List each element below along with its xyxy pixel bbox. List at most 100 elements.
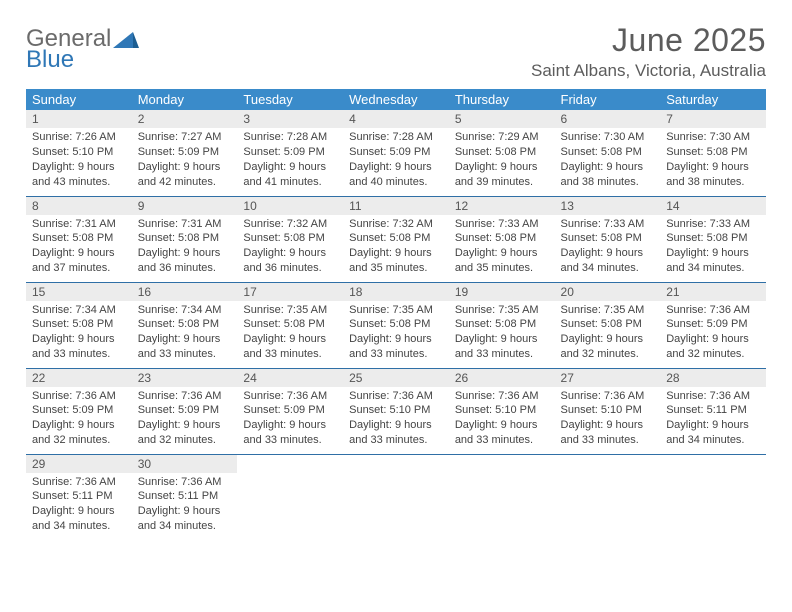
day-details: Sunrise: 7:36 AMSunset: 5:10 PMDaylight:…	[555, 387, 661, 452]
calendar-week-row: 29Sunrise: 7:36 AMSunset: 5:11 PMDayligh…	[26, 454, 766, 540]
day-number: 6	[555, 110, 661, 128]
day-details: Sunrise: 7:31 AMSunset: 5:08 PMDaylight:…	[26, 215, 132, 280]
sunset-line: Sunset: 5:10 PM	[561, 403, 655, 418]
day-details: Sunrise: 7:36 AMSunset: 5:09 PMDaylight:…	[237, 387, 343, 452]
sunset-line: Sunset: 5:09 PM	[666, 317, 760, 332]
day-number: 28	[660, 369, 766, 387]
calendar-day-cell: ..	[555, 454, 661, 540]
sunrise-line: Sunrise: 7:31 AM	[32, 217, 126, 232]
day-details: Sunrise: 7:36 AMSunset: 5:09 PMDaylight:…	[132, 387, 238, 452]
daylight-line: Daylight: 9 hours and 35 minutes.	[455, 246, 549, 276]
day-number: 10	[237, 197, 343, 215]
calendar-week-row: 1 Sunrise: 7:26 AMSunset: 5:10 PM Daylight…	[26, 110, 766, 196]
calendar-day-cell: 22Sunrise: 7:36 AMSunset: 5:09 PMDayligh…	[26, 368, 132, 454]
day-number: 21	[660, 283, 766, 301]
day-details: Sunrise: 7:36 AMSunset: 5:11 PMDaylight:…	[132, 473, 238, 538]
sunrise-line: Sunrise: 7:32 AM	[243, 217, 337, 232]
sunset-line: Sunset: 5:08 PM	[138, 231, 232, 246]
day-number: 22	[26, 369, 132, 387]
sunset-line: Sunset: 5:08 PM	[561, 145, 655, 160]
daylight-line: Daylight: 9 hours and 38 minutes.	[666, 160, 760, 190]
daylight-line: Daylight: 9 hours and 35 minutes.	[349, 246, 443, 276]
day-details: Sunrise: 7:36 AMSunset: 5:11 PMDaylight:…	[26, 473, 132, 538]
calendar-day-cell: 25 Sunrise: 7:36 AMSunset: 5:10 PMDayligh…	[343, 368, 449, 454]
calendar-day-cell: 18Sunrise: 7:35 AMSunset: 5:08 PMDayligh…	[343, 282, 449, 368]
sunset-line: Sunset: 5:08 PM	[32, 231, 126, 246]
weekday-header: Sunday	[26, 89, 132, 110]
sunset-line: Sunset: 5:10 PM	[349, 403, 443, 418]
day-number: 7	[660, 110, 766, 128]
sunrise-line: Sunrise: 7:28 AM	[243, 130, 337, 145]
sunset-line: Sunset: 5:08 PM	[666, 231, 760, 246]
daylight-line: Daylight: 9 hours and 33 minutes.	[455, 418, 549, 448]
day-details: Sunrise: 7:33 AMSunset: 5:08 PMDaylight:…	[449, 215, 555, 280]
day-number: 1	[26, 110, 132, 128]
daylight-line: Daylight: 9 hours and 33 minutes.	[138, 332, 232, 362]
calendar-day-cell: 30Sunrise: 7:36 AMSunset: 5:11 PMDayligh…	[132, 454, 238, 540]
day-details: Sunrise: 7:30 AMSunset: 5:08 PMDaylight:…	[660, 128, 766, 193]
day-details: Sunrise: 7:32 AMSunset: 5:08 PMDaylight:…	[343, 215, 449, 280]
sunset-line: Sunset: 5:08 PM	[561, 317, 655, 332]
daylight-line: Daylight: 9 hours and 39 minutes.	[455, 160, 549, 190]
calendar-day-cell: 17Sunrise: 7:35 AMSunset: 5:08 PMDayligh…	[237, 282, 343, 368]
sunset-line: Sunset: 5:11 PM	[138, 489, 232, 504]
header: General Blue June 2025 Saint Albans, Vic…	[26, 22, 766, 81]
sunrise-line: Sunrise: 7:34 AM	[138, 303, 232, 318]
sunset-line: Sunset: 5:08 PM	[243, 317, 337, 332]
calendar-day-cell: 2Sunrise: 7:27 AMSunset: 5:09 PMDaylight…	[132, 110, 238, 196]
calendar-day-cell: 5Sunrise: 7:29 AMSunset: 5:08 PMDaylight…	[449, 110, 555, 196]
calendar-day-cell: 28Sunrise: 7:36 AMSunset: 5:11 PMDayligh…	[660, 368, 766, 454]
sunrise-line: Sunrise: 7:36 AM	[32, 475, 126, 490]
sunrise-line: Sunrise: 7:32 AM	[349, 217, 443, 232]
sunset-line: Sunset: 5:08 PM	[455, 231, 549, 246]
brand-logo: General Blue	[26, 26, 139, 72]
daylight-line: Daylight: 9 hours and 36 minutes.	[138, 246, 232, 276]
day-number: 8	[26, 197, 132, 215]
sunset-line: Sunset: 5:09 PM	[32, 403, 126, 418]
calendar-day-cell: 24Sunrise: 7:36 AMSunset: 5:09 PMDayligh…	[237, 368, 343, 454]
page-title: June 2025	[531, 22, 766, 59]
sunrise-line: Sunrise: 7:36 AM	[349, 389, 443, 404]
daylight-line: Daylight: 9 hours and 38 minutes.	[561, 160, 655, 190]
day-number: 18	[343, 283, 449, 301]
daylight-line: Daylight: 9 hours and 33 minutes.	[349, 418, 443, 448]
daylight-line: Daylight: 9 hours and 34 minutes.	[666, 246, 760, 276]
calendar-body: 1Sunrise: 7:26 AMSunset: 5:10 PMDaylight…	[26, 110, 766, 540]
day-number: 29	[26, 455, 132, 473]
weekday-header: Thursday	[449, 89, 555, 110]
sunset-line: Sunset: 5:10 PM	[32, 145, 126, 160]
brand-triangle-icon	[113, 30, 139, 55]
day-details: Sunrise: 7:35 AMSunset: 5:08 PMDaylight:…	[343, 301, 449, 366]
title-block: June 2025 Saint Albans, Victoria, Austra…	[531, 22, 766, 81]
calendar-page: General Blue June 2025 Saint Albans, Vic…	[0, 0, 792, 560]
location-subtitle: Saint Albans, Victoria, Australia	[531, 61, 766, 81]
sunset-line: Sunset: 5:08 PM	[666, 145, 760, 160]
sunrise-line: Sunrise: 7:33 AM	[455, 217, 549, 232]
sunrise-line: Sunrise: 7:33 AM	[561, 217, 655, 232]
calendar-day-cell: 26Sunrise: 7:36 AMSunset: 5:10 PMDayligh…	[449, 368, 555, 454]
day-details: Sunrise: 7:36 AMSunset: 5:09 PMDaylight:…	[660, 301, 766, 366]
daylight-line: Daylight: 9 hours and 33 minutes.	[243, 418, 337, 448]
sunrise-line: Sunrise: 7:26 AM	[32, 130, 126, 145]
day-number: 25	[343, 369, 449, 387]
calendar-day-cell: 23Sunrise: 7:36 AMSunset: 5:09 PMDayligh…	[132, 368, 238, 454]
calendar-day-cell: 3Sunrise: 7:28 AMSunset: 5:09 PMDaylight…	[237, 110, 343, 196]
day-details: Sunrise: 7:34 AMSunset: 5:08 PMDaylight:…	[26, 301, 132, 366]
calendar-day-cell: 13Sunrise: 7:33 AMSunset: 5:08 PMDayligh…	[555, 196, 661, 282]
day-number: 16	[132, 283, 238, 301]
daylight-line: Daylight: 9 hours and 36 minutes.	[243, 246, 337, 276]
weekday-header: Saturday	[660, 89, 766, 110]
calendar-week-row: 15Sunrise: 7:34 AMSunset: 5:08 PMDayligh…	[26, 282, 766, 368]
sunrise-line: Sunrise: 7:35 AM	[243, 303, 337, 318]
calendar-day-cell: 9Sunrise: 7:31 AMSunset: 5:08 PMDaylight…	[132, 196, 238, 282]
sunrise-line: Sunrise: 7:36 AM	[455, 389, 549, 404]
sunrise-line: Sunrise: 7:35 AM	[349, 303, 443, 318]
day-details: Sunrise: 7:27 AMSunset: 5:09 PMDaylight:…	[132, 128, 238, 193]
daylight-line: Daylight: 9 hours and 32 minutes.	[666, 332, 760, 362]
day-number: 26	[449, 369, 555, 387]
brand-text: General Blue	[26, 26, 111, 72]
calendar-day-cell: 4Sunrise: 7:28 AMSunset: 5:09 PMDaylight…	[343, 110, 449, 196]
calendar-day-cell: 21Sunrise: 7:36 AMSunset: 5:09 PMDayligh…	[660, 282, 766, 368]
calendar-day-cell: 27Sunrise: 7:36 AMSunset: 5:10 PMDayligh…	[555, 368, 661, 454]
sunrise-line: Sunrise: 7:35 AM	[455, 303, 549, 318]
